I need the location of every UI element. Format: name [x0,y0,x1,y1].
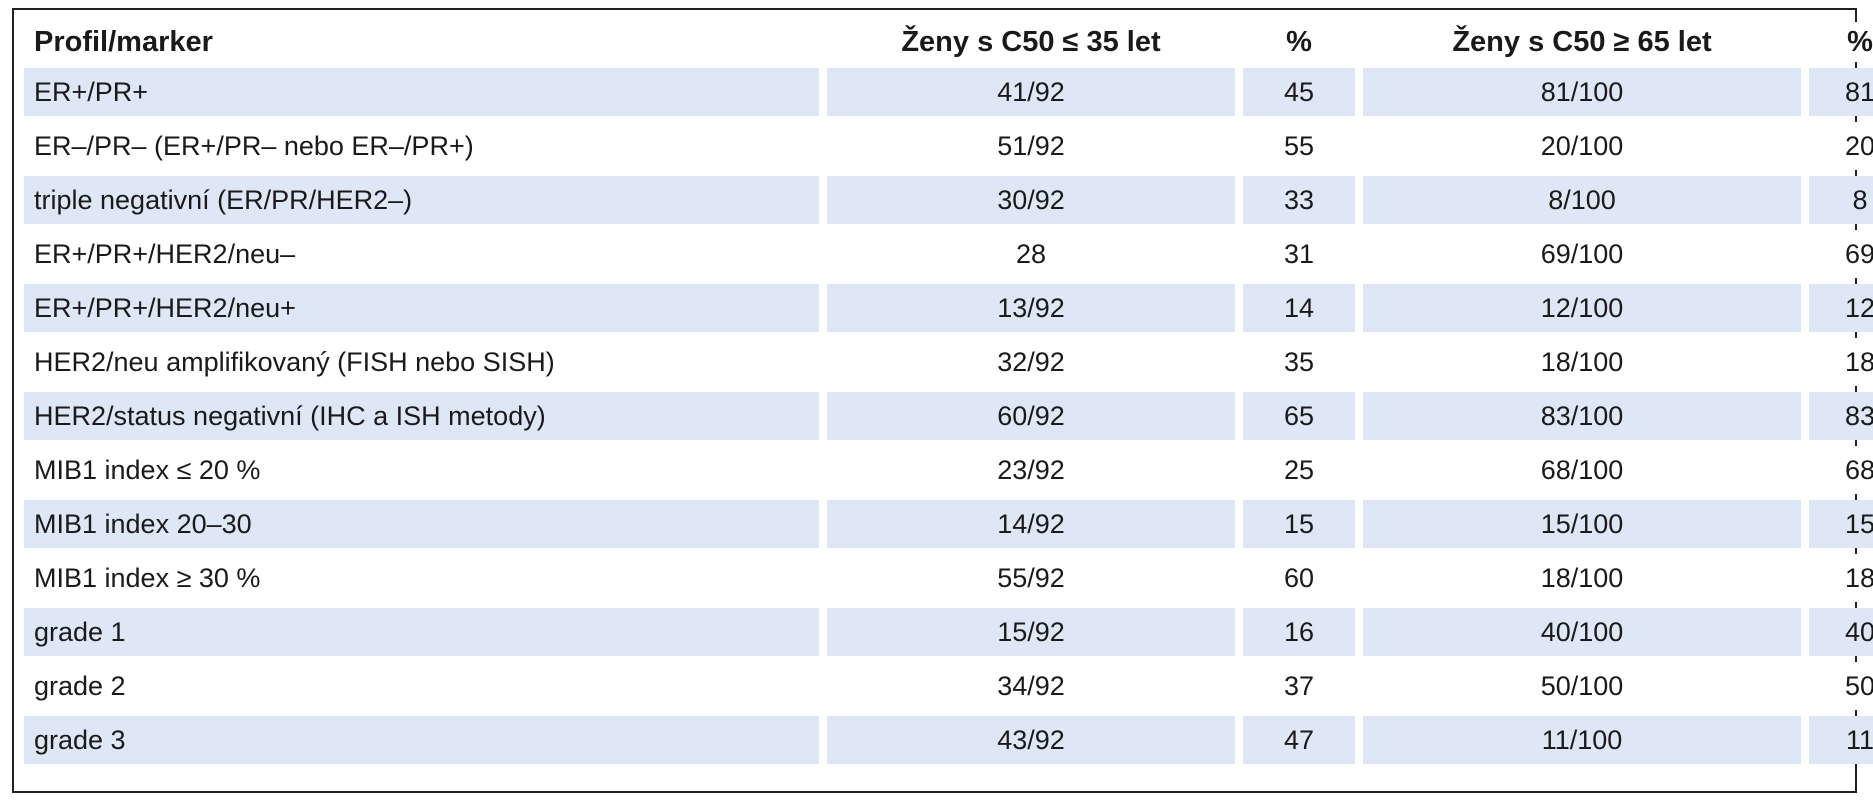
cell-old: 40/100 [1363,608,1801,656]
header-old-pct: % [1809,22,1873,62]
cell-profile: ER+/PR+/HER2/neu+ [24,284,819,332]
cell-young: 60/92 [827,392,1235,440]
cell-old-pct: 69 [1809,230,1873,278]
cell-old: 18/100 [1363,554,1801,602]
cell-young-pct: 37 [1243,662,1355,710]
cell-young-pct: 33 [1243,176,1355,224]
cell-profile: ER+/PR+ [24,68,819,116]
cell-young: 15/92 [827,608,1235,656]
cell-profile: grade 1 [24,608,819,656]
cell-old: 18/100 [1363,338,1801,386]
cell-young: 13/92 [827,284,1235,332]
table-row: HER2/status negativní (IHC a ISH metody)… [24,392,1873,440]
cell-profile: MIB1 index 20–30 [24,500,819,548]
cell-young: 43/92 [827,716,1235,764]
cell-young-pct: 35 [1243,338,1355,386]
header-young: Ženy s C50 ≤ 35 let [827,22,1235,62]
cell-young: 28 [827,230,1235,278]
cell-young: 32/92 [827,338,1235,386]
cell-young-pct: 15 [1243,500,1355,548]
cell-profile: ER–/PR– (ER+/PR– nebo ER–/PR+) [24,122,819,170]
table-row: MIB1 index ≤ 20 % 23/92 25 68/100 68 [24,446,1873,494]
cell-old-pct: 8 [1809,176,1873,224]
table-row: MIB1 index ≥ 30 % 55/92 60 18/100 18 [24,554,1873,602]
marker-table: Profil/marker Ženy s C50 ≤ 35 let % Ženy… [16,16,1873,770]
table-row: HER2/neu amplifikovaný (FISH nebo SISH) 3… [24,338,1873,386]
cell-young: 51/92 [827,122,1235,170]
cell-old: 12/100 [1363,284,1801,332]
cell-profile: HER2/neu amplifikovaný (FISH nebo SISH) [24,338,819,386]
cell-old: 69/100 [1363,230,1801,278]
cell-old-pct: 18 [1809,554,1873,602]
cell-old: 68/100 [1363,446,1801,494]
header-profile: Profil/marker [24,22,819,62]
cell-profile: ER+/PR+/HER2/neu– [24,230,819,278]
cell-old-pct: 68 [1809,446,1873,494]
cell-young-pct: 25 [1243,446,1355,494]
cell-old: 11/100 [1363,716,1801,764]
cell-old: 20/100 [1363,122,1801,170]
cell-old-pct: 18 [1809,338,1873,386]
cell-young-pct: 55 [1243,122,1355,170]
cell-profile: grade 2 [24,662,819,710]
table-row: ER+/PR+ 41/92 45 81/100 81 [24,68,1873,116]
cell-young-pct: 47 [1243,716,1355,764]
cell-old: 8/100 [1363,176,1801,224]
cell-young-pct: 60 [1243,554,1355,602]
cell-young-pct: 45 [1243,68,1355,116]
table-row: grade 1 15/92 16 40/100 40 [24,608,1873,656]
cell-young-pct: 14 [1243,284,1355,332]
table-row: ER–/PR– (ER+/PR– nebo ER–/PR+) 51/92 55 20/… [24,122,1873,170]
cell-old-pct: 50 [1809,662,1873,710]
cell-old-pct: 11 [1809,716,1873,764]
cell-young: 23/92 [827,446,1235,494]
cell-profile: grade 3 [24,716,819,764]
header-row: Profil/marker Ženy s C50 ≤ 35 let % Ženy… [24,22,1873,62]
table-row: grade 3 43/92 47 11/100 11 [24,716,1873,764]
cell-old-pct: 12 [1809,284,1873,332]
table-row: ER+/PR+/HER2/neu– 28 31 69/100 69 [24,230,1873,278]
table-frame: Profil/marker Ženy s C50 ≤ 35 let % Ženy… [12,8,1873,793]
cell-young-pct: 31 [1243,230,1355,278]
table-row: triple negativní (ER/PR/HER2–) 30/92 33 8/1… [24,176,1873,224]
cell-profile: HER2/status negativní (IHC a ISH metody) [24,392,819,440]
table-row: ER+/PR+/HER2/neu+ 13/92 14 12/100 12 [24,284,1873,332]
table-row: MIB1 index 20–30 14/92 15 15/100 15 [24,500,1873,548]
cell-old-pct: 15 [1809,500,1873,548]
cell-old-pct: 20 [1809,122,1873,170]
cell-young: 34/92 [827,662,1235,710]
cell-profile: MIB1 index ≥ 30 % [24,554,819,602]
cell-old: 83/100 [1363,392,1801,440]
cell-young: 30/92 [827,176,1235,224]
cell-young-pct: 65 [1243,392,1355,440]
header-young-pct: % [1243,22,1355,62]
cell-young-pct: 16 [1243,608,1355,656]
cell-old: 50/100 [1363,662,1801,710]
cell-young: 41/92 [827,68,1235,116]
cell-old-pct: 83 [1809,392,1873,440]
cell-old: 15/100 [1363,500,1801,548]
header-old: Ženy s C50 ≥ 65 let [1363,22,1801,62]
table-body: ER+/PR+ 41/92 45 81/100 81 ER–/PR– (ER+/PR– n… [24,68,1873,764]
cell-old: 81/100 [1363,68,1801,116]
cell-young: 14/92 [827,500,1235,548]
cell-old-pct: 40 [1809,608,1873,656]
table-row: grade 2 34/92 37 50/100 50 [24,662,1873,710]
cell-old-pct: 81 [1809,68,1873,116]
cell-profile: MIB1 index ≤ 20 % [24,446,819,494]
cell-profile: triple negativní (ER/PR/HER2–) [24,176,819,224]
cell-young: 55/92 [827,554,1235,602]
